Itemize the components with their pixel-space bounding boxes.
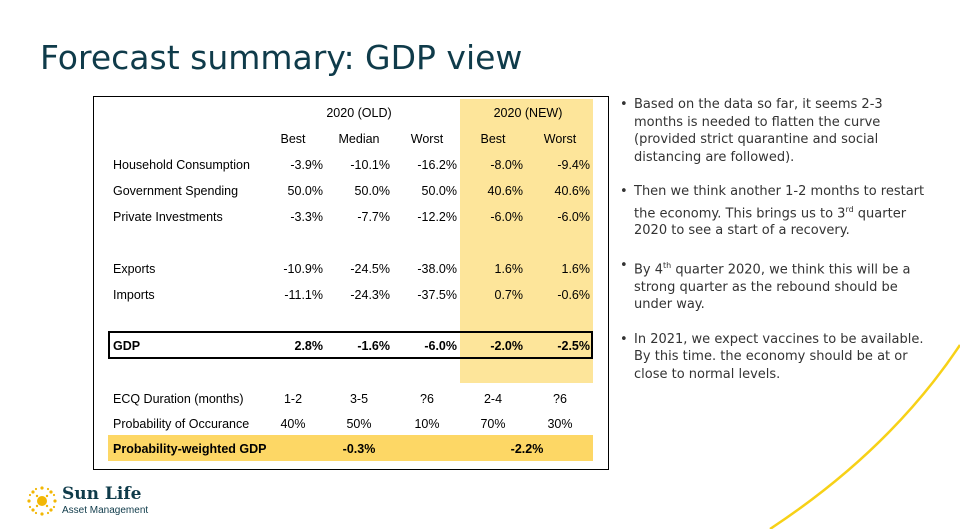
cell-value: 40.6% — [487, 184, 523, 198]
cell-value: 1-2 — [283, 392, 303, 406]
new-forecast-highlight — [460, 99, 593, 383]
cell-value: -11.1% — [284, 288, 323, 302]
cell-value: 1.6% — [494, 262, 524, 276]
cell-value: -8.0% — [490, 158, 523, 172]
subheader-old-median: Median — [338, 132, 380, 146]
cell-value: 1.6% — [561, 262, 591, 276]
cell-value: 30% — [547, 417, 573, 431]
cell-value: ?6 — [553, 392, 567, 406]
row-label: Government Spending — [113, 184, 239, 198]
logo-name: Sun Life — [62, 484, 142, 504]
cell-value: ?6 — [420, 392, 434, 406]
cell-value: -6.0% — [490, 210, 523, 224]
cell-value: -24.3% — [350, 288, 390, 302]
cell-value: -6.0% — [557, 210, 590, 224]
gdp-row-box — [108, 331, 593, 359]
row-label: Imports — [113, 288, 155, 302]
bullet-icon: • — [620, 97, 628, 112]
cell-value: -37.5% — [417, 288, 457, 302]
commentary-list: • Based on the data so far, it seems 2-3… — [620, 96, 930, 400]
cell-value: -16.2% — [417, 158, 457, 172]
cell-value: 50.0% — [354, 184, 390, 198]
cell-value: -10.9% — [283, 262, 323, 276]
cell-value: 2.8% — [294, 339, 324, 353]
row-label: Household Consumption — [113, 158, 250, 172]
cell-value: 0.7% — [494, 288, 524, 302]
header-2020-old: 2020 (OLD) — [326, 106, 392, 120]
cell-value: -12.2% — [417, 210, 457, 224]
cell-value: -6.0% — [424, 339, 457, 353]
bullet-text: Then we think another 1-2 months to rest… — [634, 184, 925, 239]
subheader-new-worst: Worst — [543, 132, 577, 146]
cell-value: -3.3% — [290, 210, 323, 224]
cell-value: 3-5 — [349, 392, 369, 406]
cell-value: -10.1% — [350, 158, 390, 172]
list-item: • In 2021, we expect vaccines to be avai… — [620, 331, 930, 384]
page-title: Forecast summary: GDP view — [40, 38, 523, 77]
cell-value: 2-4 — [483, 392, 503, 406]
cell-value: -2.0% — [490, 339, 523, 353]
logo-subtitle: Asset Management — [62, 505, 149, 516]
weighted-gdp-highlight — [108, 435, 593, 461]
cell-value: 40.6% — [554, 184, 590, 198]
cell-value: -38.0% — [417, 262, 457, 276]
row-label: ECQ Duration (months) — [113, 392, 244, 406]
forecast-table — [93, 96, 609, 470]
row-label: Probability of Occurance — [113, 417, 250, 431]
list-item: • Based on the data so far, it seems 2-3… — [620, 96, 930, 166]
sun-icon — [27, 486, 57, 516]
bullet-icon: • — [620, 257, 628, 273]
bullet-icon: • — [620, 184, 628, 199]
cell-value: -9.4% — [557, 158, 590, 172]
cell-value: -0.6% — [557, 288, 590, 302]
cell-value: 70% — [480, 417, 506, 431]
cell-value: -3.9% — [290, 158, 323, 172]
list-item: • By 4th quarter 2020, we think this wil… — [620, 257, 930, 314]
bullet-text: By 4th quarter 2020, we think this will … — [634, 260, 911, 313]
row-label: Private Investments — [113, 210, 223, 224]
gdp-label: GDP — [113, 339, 141, 353]
cell-value: -2.5% — [557, 339, 590, 353]
cell-value: 10% — [414, 417, 440, 431]
subheader-new-best: Best — [480, 132, 506, 146]
subheader-old-best: Best — [280, 132, 306, 146]
weighted-gdp-new: -2.2% — [510, 442, 544, 456]
header-2020-new: 2020 (NEW) — [493, 106, 563, 120]
cell-value: -7.7% — [357, 210, 390, 224]
cell-value: -1.6% — [357, 339, 390, 353]
row-label: Exports — [113, 262, 156, 276]
cell-value: 50% — [346, 417, 372, 431]
cell-value: 50.0% — [421, 184, 457, 198]
bullet-text: In 2021, we expect vaccines to be availa… — [634, 331, 924, 382]
cell-value: -24.5% — [350, 262, 390, 276]
bullet-text: Based on the data so far, it seems 2-3 m… — [634, 97, 883, 165]
cell-value: 40% — [280, 417, 306, 431]
subheader-old-worst: Worst — [410, 132, 444, 146]
weighted-gdp-old: -0.3% — [342, 442, 376, 456]
bullet-icon: • — [620, 331, 628, 347]
cell-value: 50.0% — [287, 184, 323, 198]
weighted-gdp-label: Probability-weighted GDP — [113, 442, 267, 456]
list-item: • Then we think another 1-2 months to re… — [620, 183, 930, 240]
